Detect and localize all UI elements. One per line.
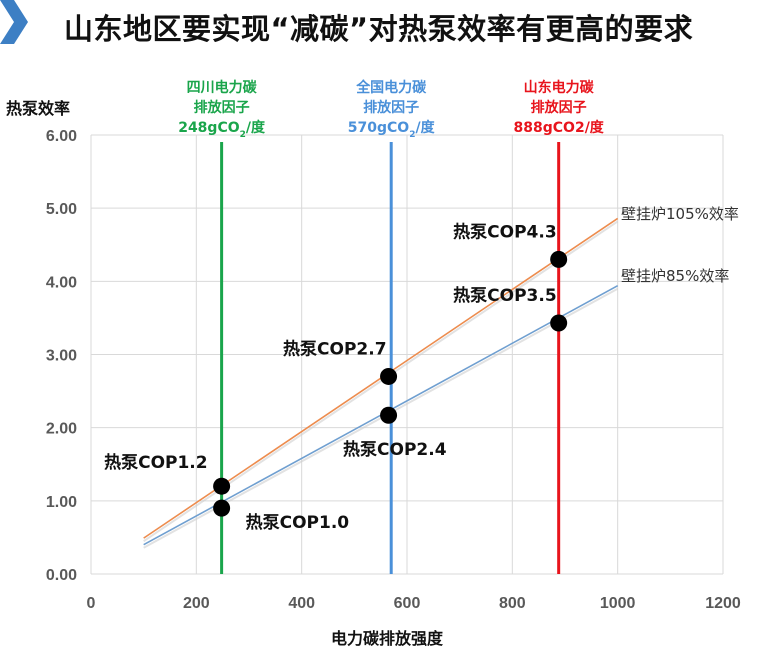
point-label: 热泵COP1.0 bbox=[246, 512, 350, 533]
x-tick-label: 600 bbox=[394, 595, 421, 612]
factor-value: 248gCO2/度 bbox=[178, 119, 266, 140]
data-point bbox=[380, 367, 398, 385]
y-tick-label: 3.00 bbox=[46, 348, 77, 365]
x-tick-label: 1000 bbox=[600, 595, 636, 612]
data-point bbox=[213, 477, 231, 495]
x-axis-title: 电力碳排放强度 bbox=[331, 629, 444, 648]
x-tick-label: 0 bbox=[87, 595, 96, 612]
factor-label-line1: 全国电力碳 bbox=[355, 79, 427, 96]
grid bbox=[90, 134, 724, 575]
title-bar: 山东地区要实现“减碳”对热泵效率有更高的要求 bbox=[0, 0, 784, 52]
emission-factor-lines bbox=[220, 142, 561, 574]
factor-label-line1: 四川电力碳 bbox=[187, 79, 258, 96]
series-label: 壁挂炉105%效率 bbox=[621, 205, 739, 223]
factor-label-line2: 排放因子 bbox=[363, 99, 419, 116]
point-label: 热泵COP1.2 bbox=[104, 452, 208, 473]
data-point bbox=[380, 406, 398, 424]
series-lines bbox=[143, 217, 619, 549]
data-point bbox=[550, 314, 568, 332]
chevron-icon bbox=[0, 0, 28, 44]
y-tick-label: 0.00 bbox=[46, 567, 77, 584]
data-point bbox=[213, 499, 231, 517]
point-label: 热泵COP2.4 bbox=[343, 439, 447, 460]
x-tick-label: 800 bbox=[499, 595, 526, 612]
point-label: 热泵COP3.5 bbox=[453, 285, 557, 306]
factor-label-line2: 排放因子 bbox=[531, 99, 587, 116]
y-tick-label: 2.00 bbox=[46, 421, 77, 438]
x-tick-label: 200 bbox=[183, 595, 210, 612]
data-point bbox=[550, 250, 568, 268]
data-points bbox=[213, 250, 568, 517]
point-label: 热泵COP4.3 bbox=[453, 221, 557, 242]
factor-value: 570gCO2/度 bbox=[348, 119, 436, 140]
page-title: 山东地区要实现“减碳”对热泵效率有更高的要求 bbox=[64, 12, 694, 46]
series-line-shadow bbox=[143, 220, 619, 542]
series-label: 壁挂炉85%效率 bbox=[621, 267, 729, 285]
y-tick-label: 1.00 bbox=[46, 494, 77, 511]
factor-label-line1: 山东电力碳 bbox=[524, 79, 595, 96]
y-axis-title: 热泵效率 bbox=[6, 99, 70, 118]
x-tick-label: 400 bbox=[288, 595, 315, 612]
y-tick-label: 5.00 bbox=[46, 201, 77, 218]
x-tick-label: 1200 bbox=[705, 595, 741, 612]
point-label: 热泵COP2.7 bbox=[283, 338, 387, 359]
factor-value: 888gCO2/度 bbox=[514, 119, 605, 136]
y-tick-label: 6.00 bbox=[46, 128, 77, 145]
y-tick-label: 4.00 bbox=[46, 274, 77, 291]
labels: 0.00 1.00 2.00 3.00 4.00 5.00 6.00 0 200 400 600 80… bbox=[6, 79, 741, 648]
factor-label-line2: 排放因子 bbox=[194, 99, 250, 116]
